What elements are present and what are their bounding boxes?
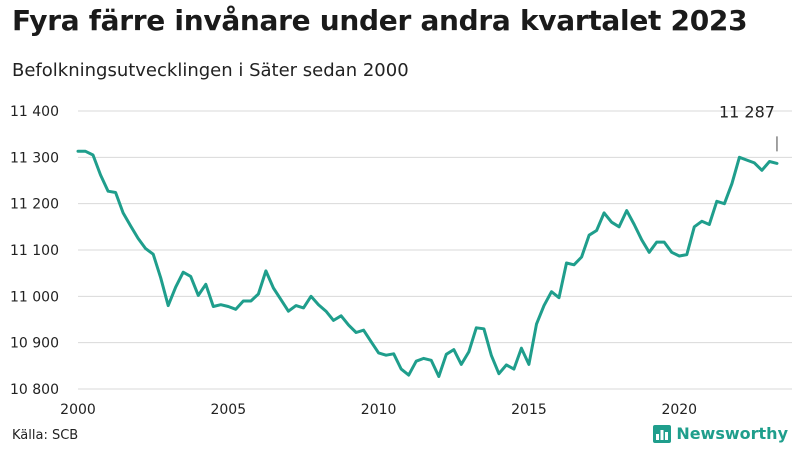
x-tick-label: 2015 [511, 402, 547, 418]
brand-logo[interactable]: Newsworthy [653, 424, 788, 443]
y-tick-label: 11 200 [10, 197, 59, 213]
source-note: Källa: SCB [12, 428, 79, 443]
bar-chart-logo-icon [653, 424, 672, 443]
y-tick-label: 11 300 [10, 150, 59, 166]
x-tick-label: 2005 [210, 402, 246, 418]
y-tick-label: 10 900 [10, 336, 59, 352]
x-tick-label: 2020 [661, 402, 697, 418]
series-line [76, 149, 779, 378]
grid-lines [78, 110, 792, 390]
y-axis-tick-labels: 10 800 10 900 11 000 11 100 11 200 11 300 11 4… [10, 104, 59, 398]
x-axis-tick-labels: 2000 2005 2010 2015 2020 [60, 402, 697, 418]
y-tick-label: 11 000 [10, 289, 59, 305]
x-tick-label: 2010 [361, 402, 397, 418]
end-value-label: 11 287 [719, 102, 775, 121]
chart-subtitle: Befolkningsutvecklingen i Säter sedan 20… [12, 60, 409, 81]
end-annotation: 11 287 [719, 102, 778, 152]
x-tick-label: 2000 [60, 402, 96, 418]
y-tick-label: 11 400 [10, 104, 59, 120]
brand-name: Newsworthy [676, 424, 788, 443]
y-tick-label: 10 800 [10, 382, 59, 398]
chart-title: Fyra färre invånare under andra kvartale… [12, 4, 748, 37]
y-tick-label: 11 100 [10, 243, 59, 259]
series-layer [76, 149, 779, 378]
